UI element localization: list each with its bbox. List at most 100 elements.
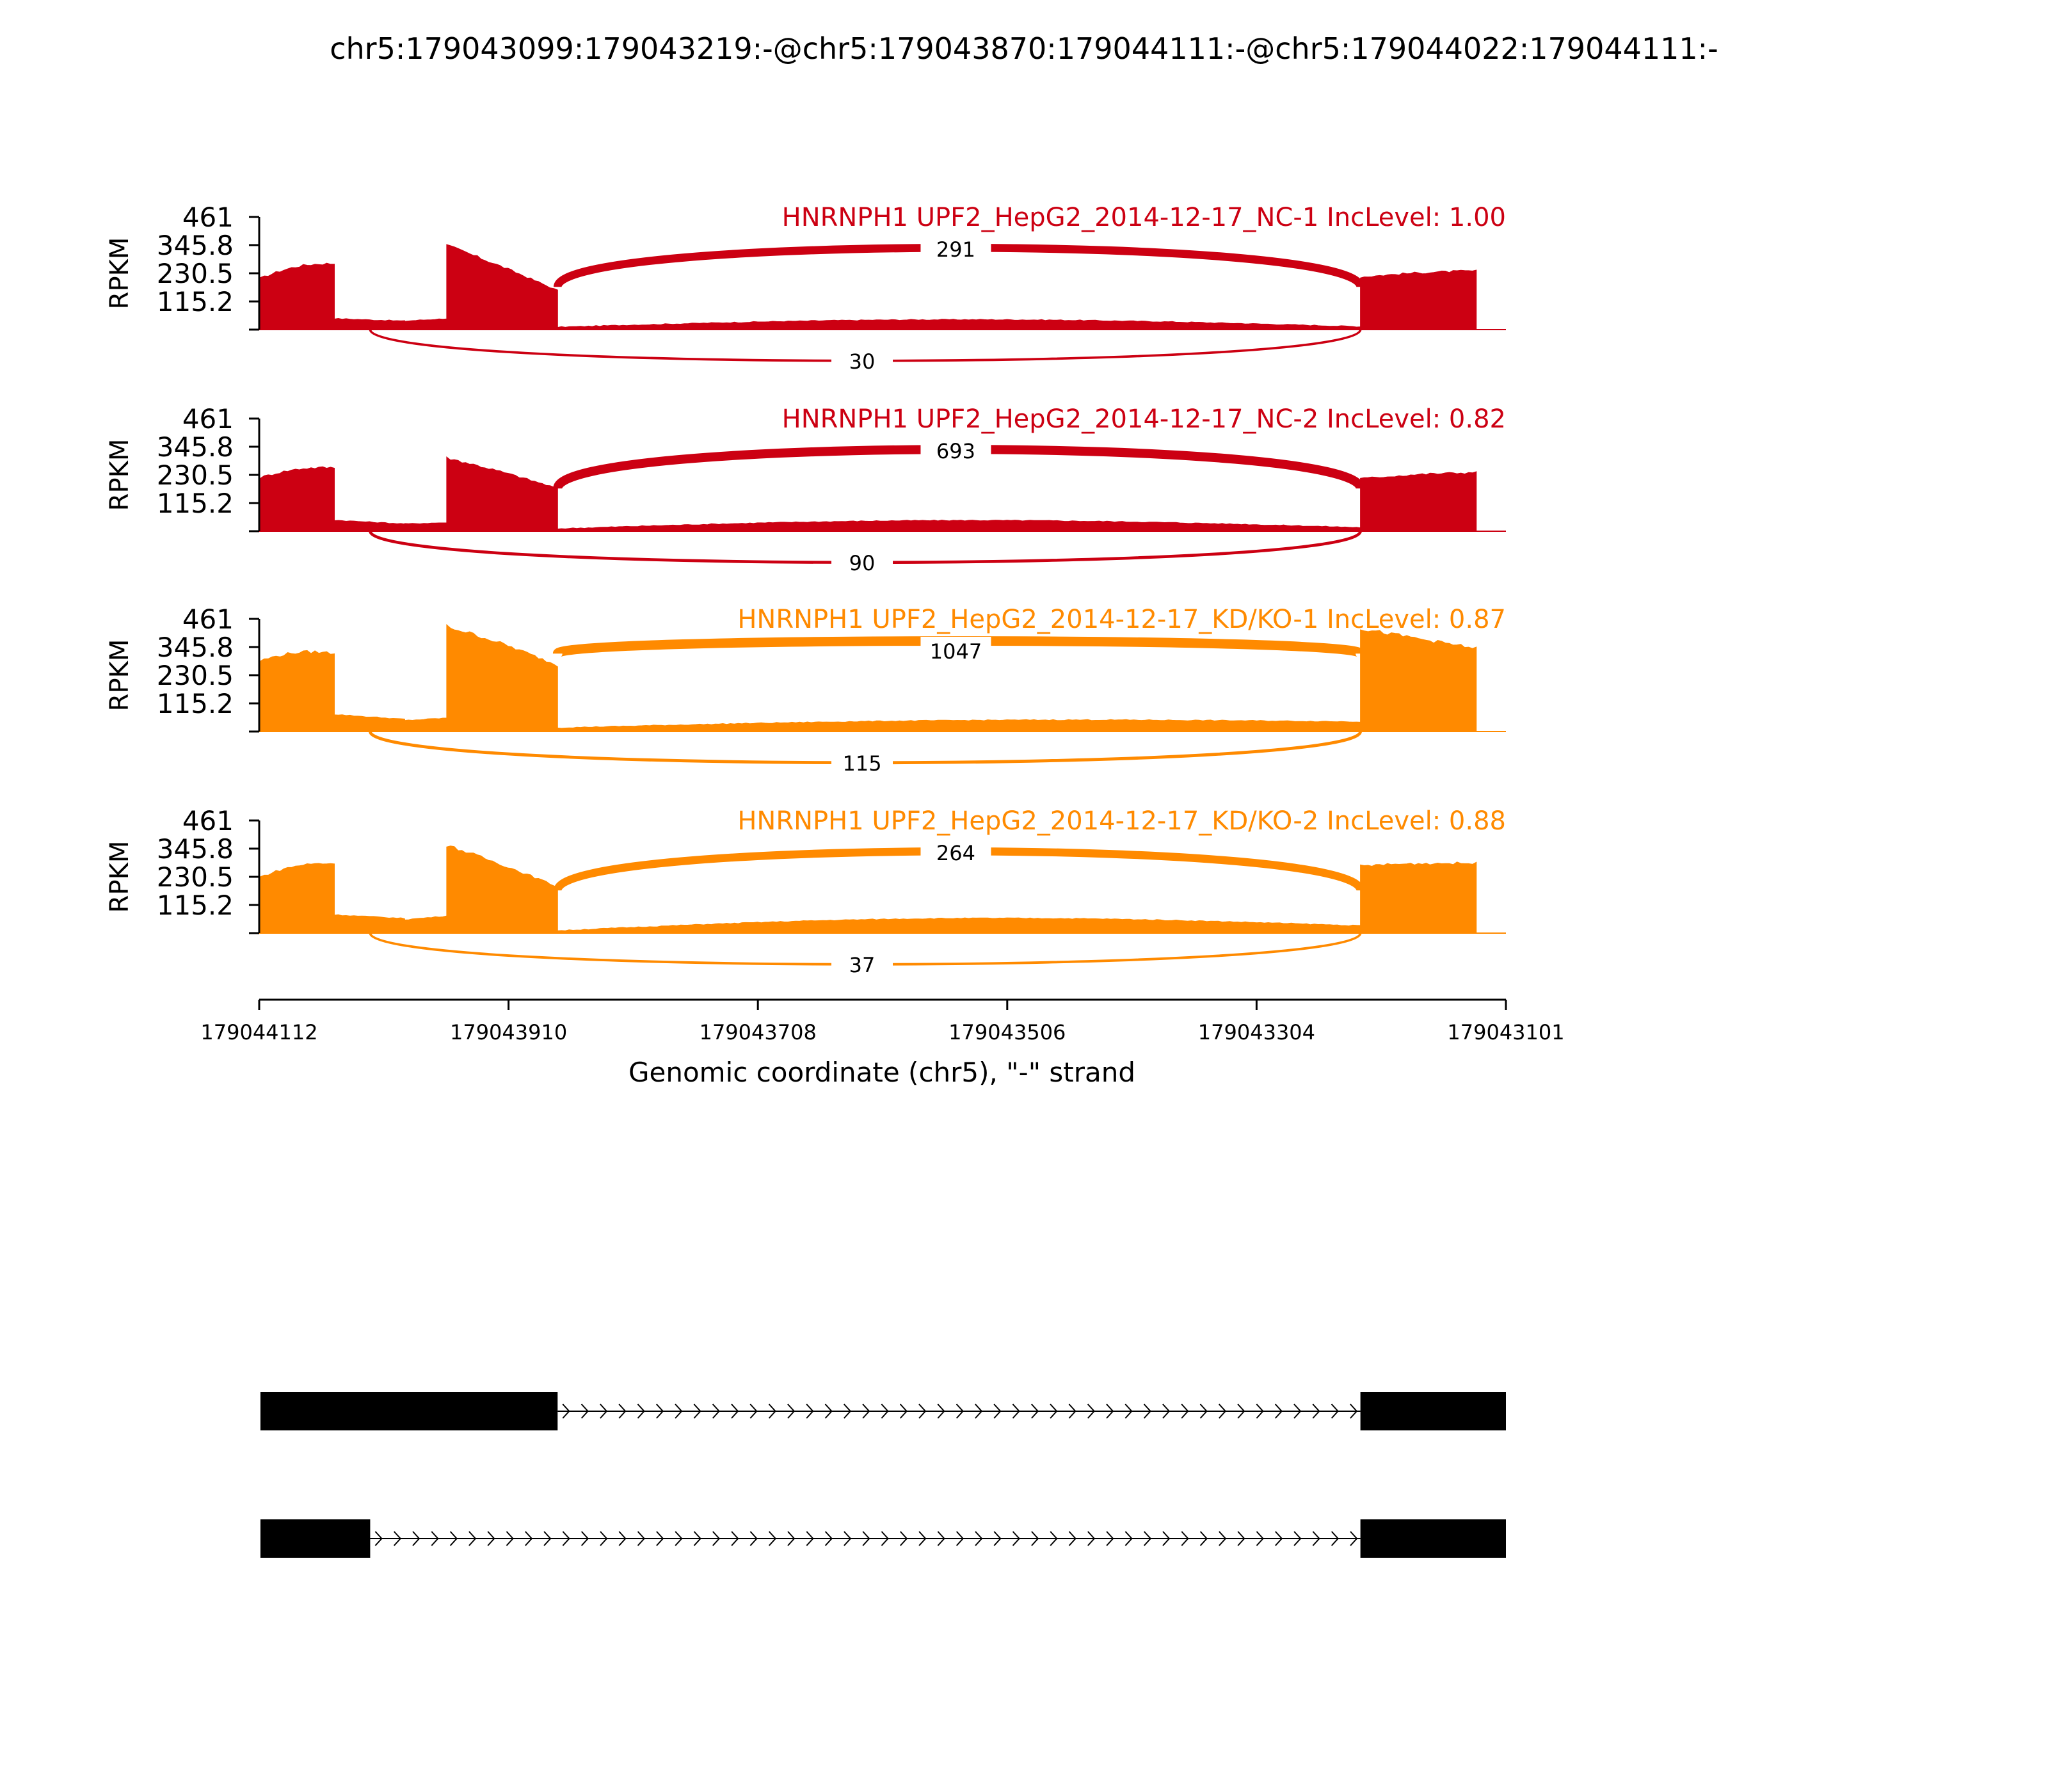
strand-arrow [1143, 1531, 1152, 1546]
strand-arrow [1087, 1531, 1096, 1546]
strand-arrow [393, 1531, 402, 1546]
coverage-area [260, 456, 1477, 532]
strand-arrow [1293, 1531, 1302, 1546]
y-tick-label: 230.5 [157, 460, 234, 491]
x-tick-label: 179043101 [1447, 1020, 1564, 1044]
strand-arrow [824, 1531, 833, 1546]
isoform [260, 1519, 1506, 1558]
strand-arrow [1106, 1404, 1114, 1419]
strand-arrow [1031, 1404, 1039, 1419]
exon-block [1360, 1392, 1506, 1430]
strand-arrow [1219, 1531, 1227, 1546]
track-label: HNRNPH1 UPF2_HepG2_2014-12-17_NC-1 IncLe… [782, 203, 1506, 232]
y-tick-label: 345.8 [157, 833, 234, 865]
strand-arrow [900, 1531, 908, 1546]
strand-arrow [1050, 1404, 1058, 1419]
strand-arrow [693, 1531, 701, 1546]
x-tick-label: 179044112 [200, 1020, 317, 1044]
junction-count-box [831, 749, 893, 777]
strand-arrow [806, 1404, 814, 1419]
strand-arrow [993, 1404, 1002, 1419]
y-axis-label: RPKM [105, 841, 134, 913]
inclusion-junction-count: 693 [936, 439, 975, 463]
strand-arrow [693, 1404, 701, 1419]
skipping-junction-count: 37 [849, 953, 876, 977]
y-tick-label: 115.2 [157, 286, 234, 317]
strand-arrow [768, 1531, 777, 1546]
strand-arrow [956, 1404, 964, 1419]
strand-arrow [1293, 1404, 1302, 1419]
strand-arrow [787, 1531, 796, 1546]
strand-arrow [1012, 1531, 1020, 1546]
y-axis-label: RPKM [105, 439, 134, 511]
strand-arrow [731, 1531, 739, 1546]
strand-arrow [768, 1404, 776, 1419]
coverage-area [260, 845, 1477, 934]
strand-arrow [1050, 1531, 1058, 1546]
y-tick-label: 115.2 [157, 890, 234, 921]
exon-block [260, 1519, 371, 1558]
strand-arrow [787, 1404, 796, 1419]
strand-arrow [975, 1404, 983, 1419]
strand-arrow [618, 1404, 627, 1419]
strand-arrow [1199, 1531, 1208, 1546]
strand-arrow [1350, 1531, 1358, 1546]
strand-arrow [618, 1531, 627, 1546]
y-tick-label: 230.5 [157, 258, 234, 289]
strand-arrow [1199, 1404, 1208, 1419]
strand-arrow [844, 1531, 852, 1546]
y-tick-label: 461 [182, 403, 234, 435]
strand-arrow [956, 1531, 964, 1546]
strand-arrow [1219, 1404, 1227, 1419]
strand-arrow [637, 1404, 645, 1419]
strand-arrow [1068, 1531, 1076, 1546]
strand-arrow [712, 1531, 721, 1546]
strand-arrow [580, 1404, 589, 1419]
strand-arrow [937, 1404, 945, 1419]
strand-arrow [975, 1531, 983, 1546]
strand-arrow [600, 1404, 608, 1419]
y-axis-label: RPKM [105, 639, 134, 712]
strand-arrow [712, 1404, 721, 1419]
junction-count-box [920, 235, 991, 263]
y-tick-label: 345.8 [157, 230, 234, 261]
strand-arrow [525, 1531, 533, 1546]
strand-arrow [1331, 1404, 1339, 1419]
coverage-area [260, 244, 1477, 330]
strand-arrow [1087, 1404, 1096, 1419]
strand-arrow [844, 1404, 852, 1419]
x-axis-label: Genomic coordinate (chr5), "-" strand [628, 1057, 1135, 1088]
track-label: HNRNPH1 UPF2_HepG2_2014-12-17_KD/KO-2 In… [737, 806, 1506, 836]
strand-arrow [1181, 1404, 1189, 1419]
strand-arrow [806, 1531, 814, 1546]
strand-arrow [1256, 1531, 1264, 1546]
strand-arrow [487, 1531, 495, 1546]
genomic-coordinate-axis: 179044112 179043910 179043708 179043506 1790… [200, 998, 1565, 1088]
strand-arrow [1237, 1404, 1245, 1419]
y-tick-label: 115.2 [157, 688, 234, 719]
x-tick-label: 179043506 [948, 1020, 1066, 1044]
isoform-structures [260, 1392, 1506, 1558]
strand-arrow [918, 1531, 927, 1546]
strand-arrow [1312, 1531, 1320, 1546]
y-tick-label: 115.2 [157, 488, 234, 519]
strand-arrow [1143, 1404, 1151, 1419]
strand-arrow [1068, 1404, 1076, 1419]
strand-arrow [1237, 1531, 1245, 1546]
plot-title: chr5:179043099:179043219:-@chr5:17904387… [330, 31, 1718, 66]
strand-arrow [675, 1404, 683, 1419]
strand-arrow [1331, 1531, 1340, 1546]
strand-arrow [1031, 1531, 1039, 1546]
strand-arrow [1275, 1531, 1283, 1546]
strand-arrow [580, 1531, 589, 1546]
strand-arrow [1124, 1531, 1133, 1546]
y-tick-label: 345.8 [157, 632, 234, 663]
junction-count-box [920, 436, 991, 465]
junction-count-box [920, 838, 991, 867]
skipping-junction-count: 115 [842, 751, 881, 776]
strand-arrow [374, 1531, 383, 1546]
strand-arrow [1312, 1404, 1320, 1419]
inclusion-junction-count: 1047 [930, 639, 982, 664]
